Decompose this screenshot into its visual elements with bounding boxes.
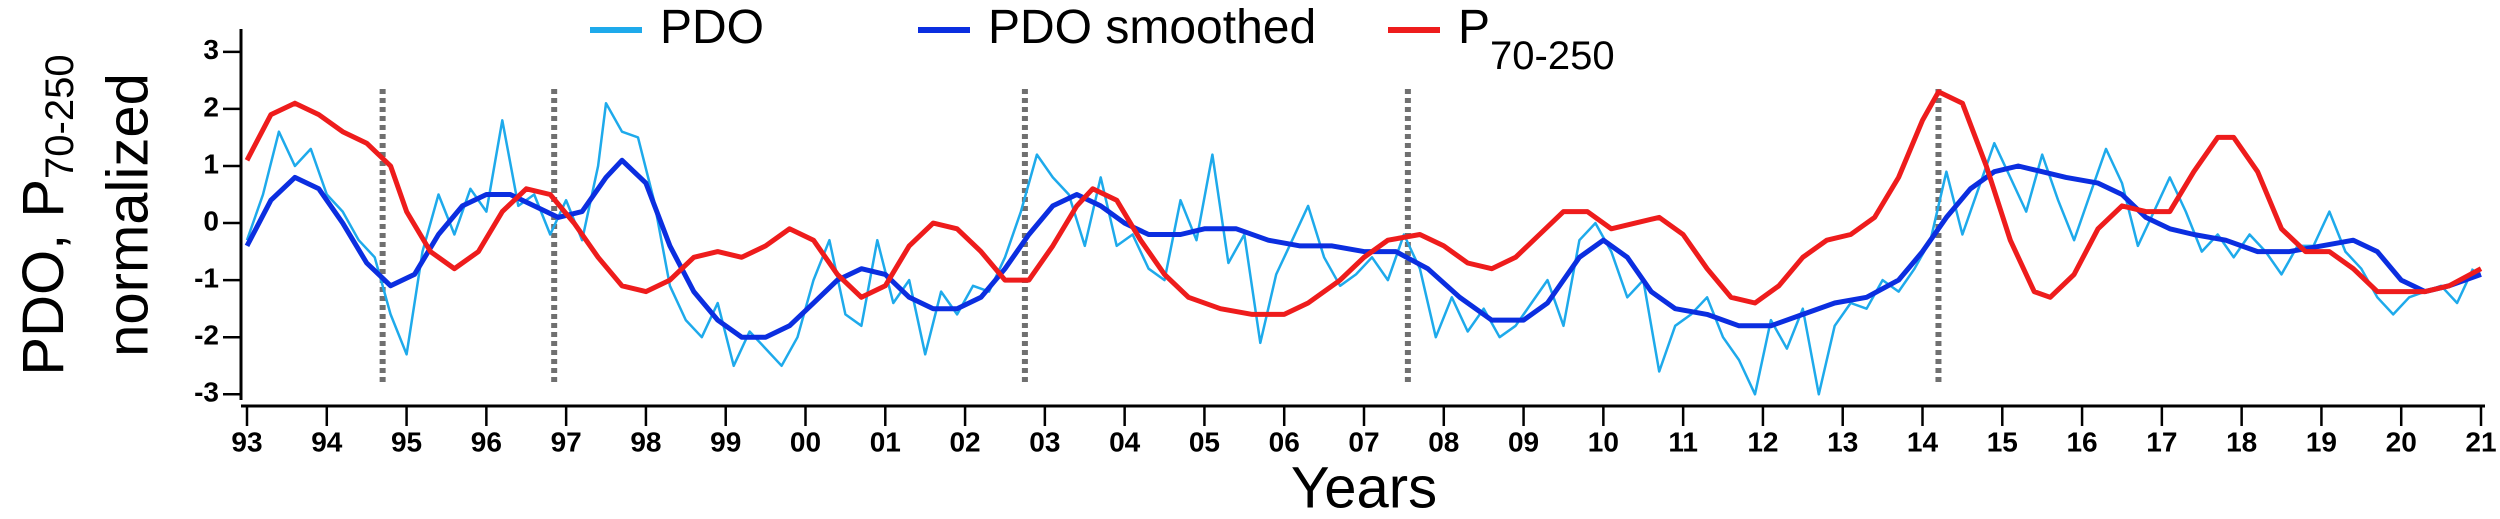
legend-label: PDO smoothed [988,1,1316,54]
y-axis-title-line2: normalized [95,73,160,357]
x-tick-label: 99 [710,426,741,457]
legend-name: P [1458,1,1490,54]
x-tick-label: 17 [2146,426,2177,457]
series-line [244,89,2483,317]
series-line [245,101,2475,396]
x-tick-label: 10 [1588,426,1619,457]
x-tick-label: 16 [2066,426,2097,457]
y-tick-label: 1 [203,148,219,179]
x-tick-label: 93 [231,426,262,457]
x-tick-label: 12 [1747,426,1778,457]
x-tick-label: 00 [790,426,821,457]
legend-subscript: 70-250 [1490,34,1615,78]
x-tick-label: 15 [1987,426,2018,457]
legend-name: PDO smoothed [988,1,1316,54]
x-tick-label: 02 [949,426,980,457]
legend-name: PDO [660,1,764,54]
x-tick-label: 96 [471,426,502,457]
x-tick-label: 21 [2465,426,2496,457]
x-tick-label: 14 [1907,426,1939,457]
x-tick-label: 19 [2306,426,2337,457]
x-tick-label: 06 [1269,426,1300,457]
y-tick-label: -3 [194,377,219,408]
x-tick-label: 03 [1029,426,1060,457]
y-axis-title: PDO, P70-250 [11,54,81,375]
legend-label: PDO [660,1,764,54]
x-tick-label: 94 [311,426,343,457]
x-tick-label: 08 [1428,426,1459,457]
x-tick-label: 13 [1827,426,1858,457]
y-tick-label: 2 [203,91,219,122]
y-axis-title-line1: PDO, P70-250 [11,54,81,375]
y-tick-label: 3 [203,34,219,65]
y-axis-title-main: PDO, P [11,179,76,376]
y-axis-title-subscript: 70-250 [38,54,82,179]
x-tick-label: 20 [2386,426,2417,457]
x-tick-label: 95 [391,426,422,457]
x-tick-label: 01 [870,426,901,457]
x-tick-label: 07 [1348,426,1379,457]
x-tick-label: 18 [2226,426,2257,457]
x-axis-title: Years [1291,455,1437,519]
series-line [244,157,2482,340]
y-tick-label: 0 [203,205,219,236]
y-tick-label: -1 [194,263,219,294]
x-tick-label: 09 [1508,426,1539,457]
x-tick-label: 11 [1668,426,1698,457]
x-tick-label: 98 [630,426,661,457]
legend-label: P70-250 [1458,1,1615,78]
x-tick-label: 97 [551,426,582,457]
x-tick-label: 05 [1189,426,1220,457]
y-tick-label: -2 [194,320,219,351]
x-tick-label: 04 [1109,426,1141,457]
